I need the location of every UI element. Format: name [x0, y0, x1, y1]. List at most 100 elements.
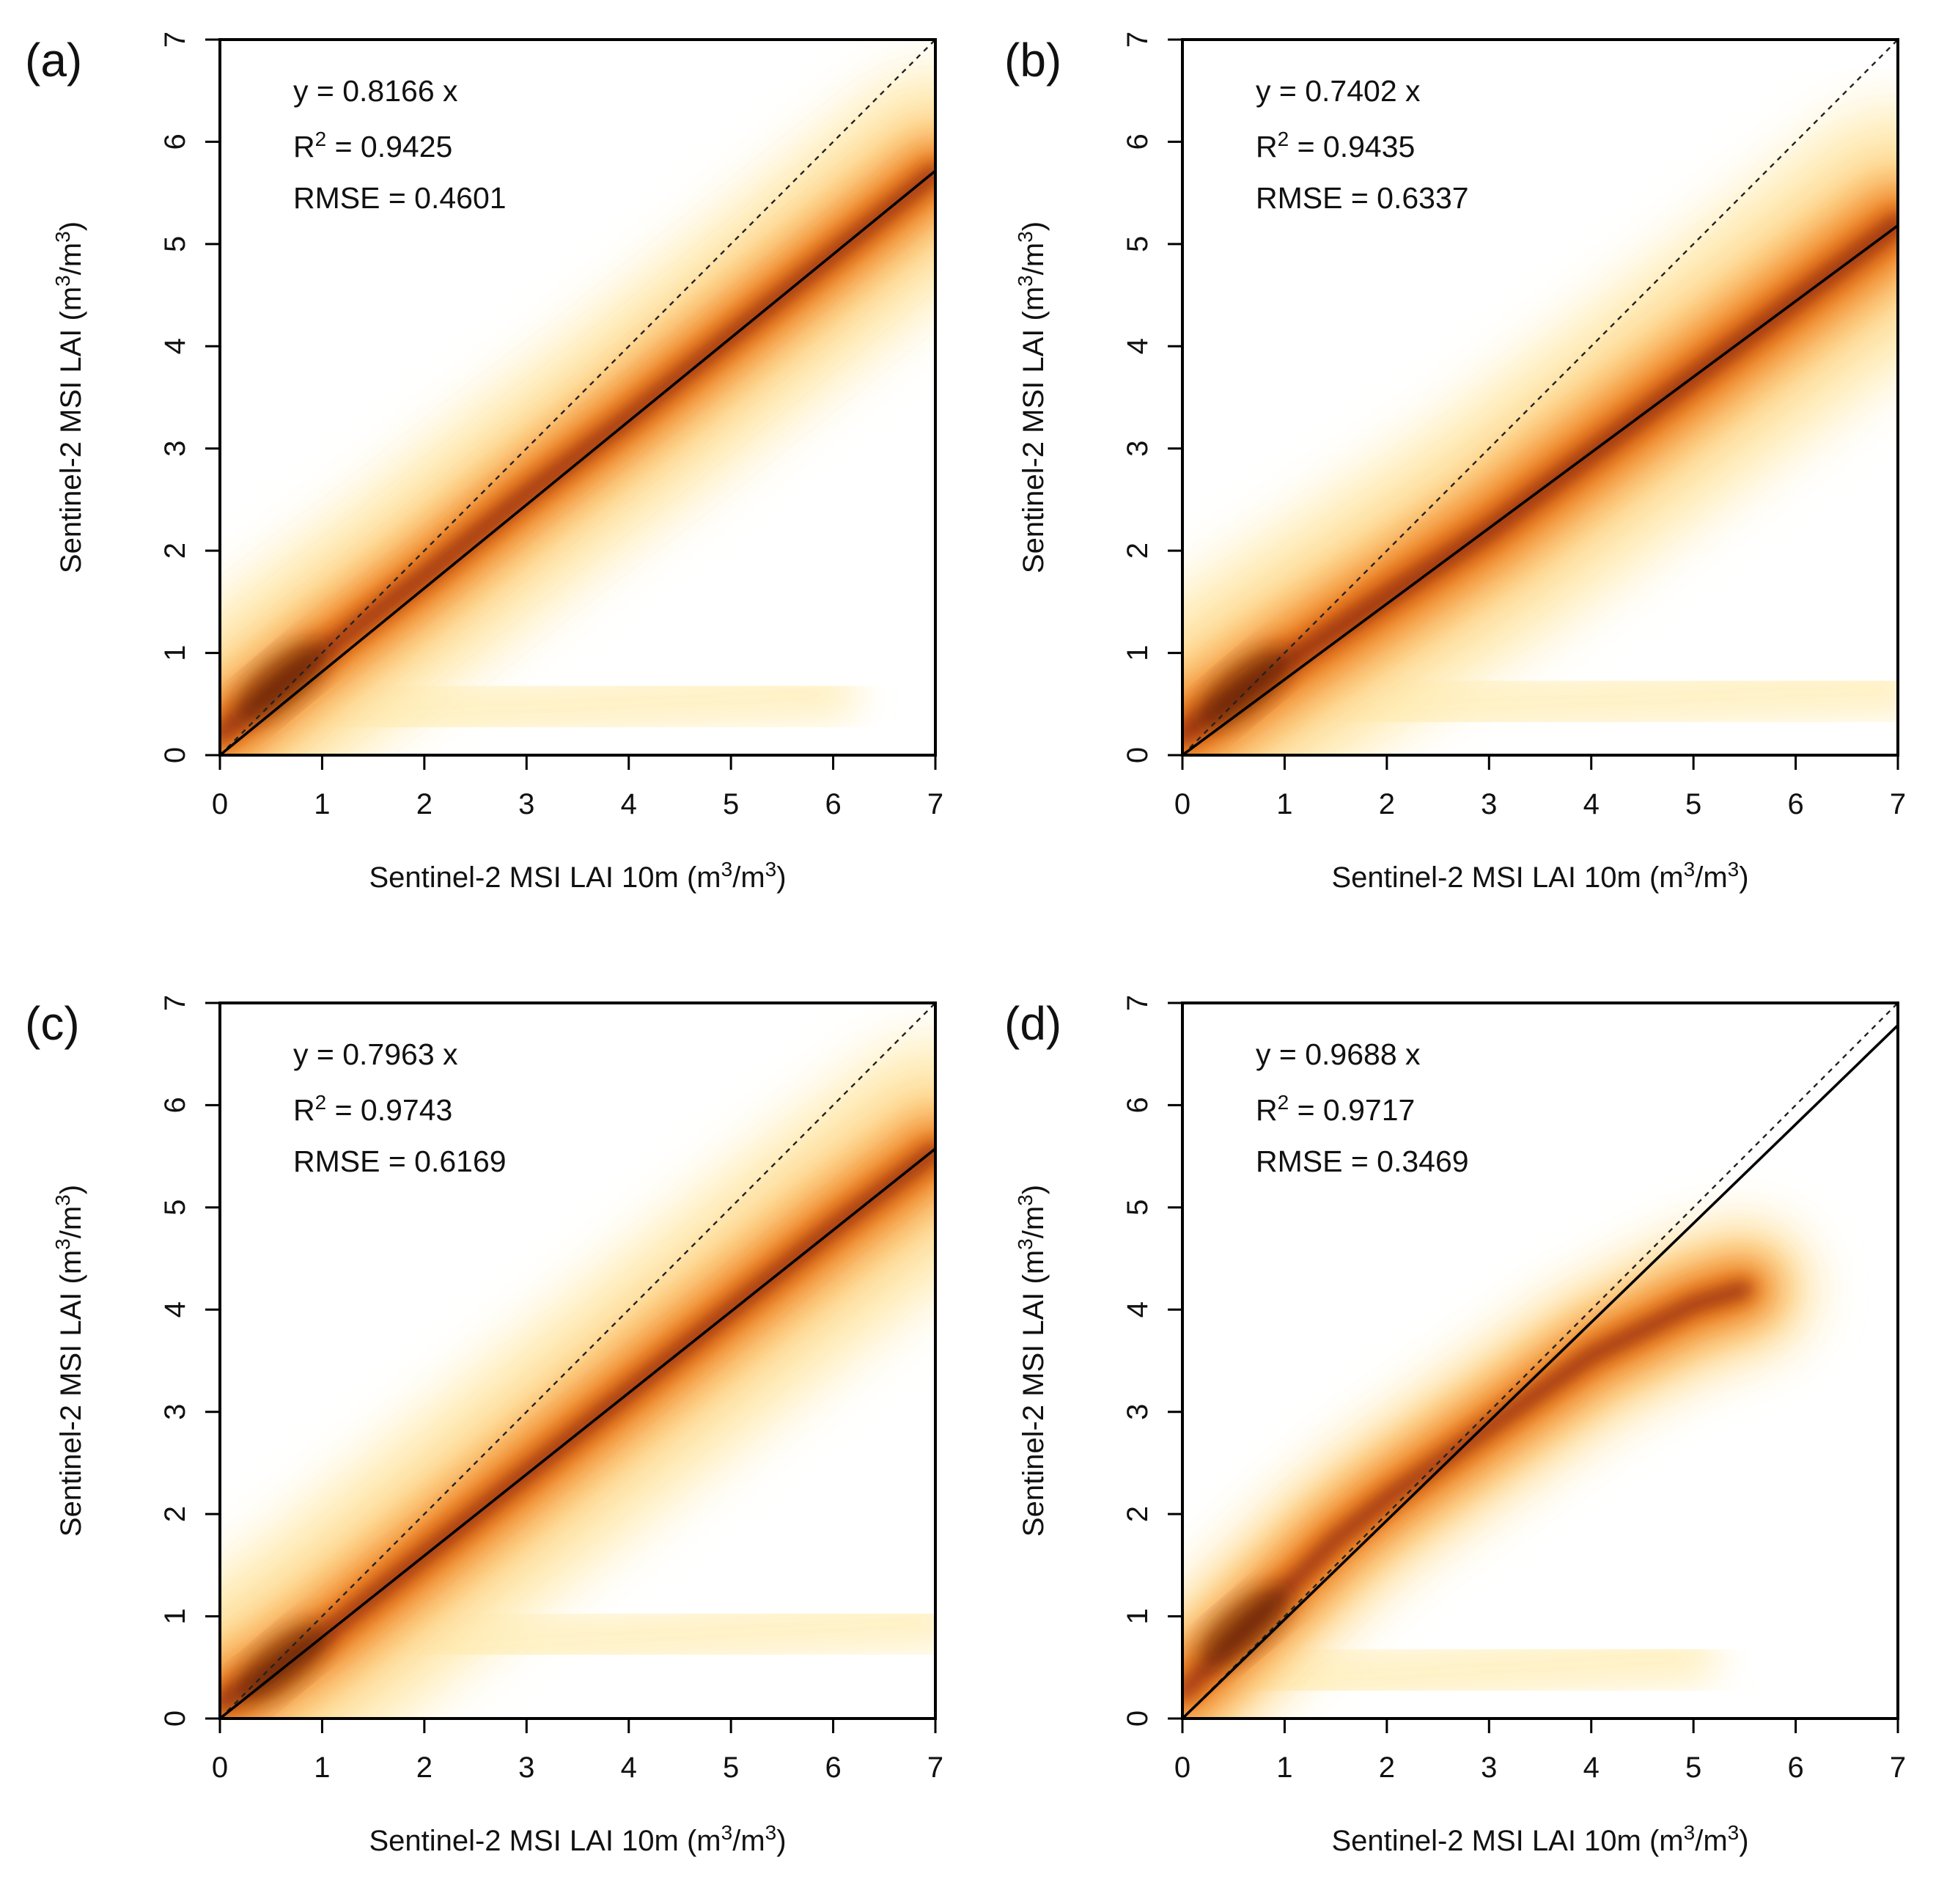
density-cloud	[1182, 106, 1898, 755]
unit-exponent: 3	[1014, 231, 1037, 243]
r-squared-value: = 0.9435	[1289, 130, 1415, 163]
y-tick-label: 6	[159, 133, 191, 150]
x-tick-label: 6	[1787, 788, 1803, 820]
x-tick-label: 1	[314, 788, 330, 820]
y-tick-label: 0	[1122, 747, 1154, 763]
y-tick-label: 3	[1122, 1404, 1154, 1420]
x-tick-label: 3	[1481, 788, 1497, 820]
y-axis-title: Sentinel-2 MSI LAI (m3/m3)	[51, 1185, 88, 1537]
equation-label: y = 0.8166 x	[293, 74, 458, 108]
unit-exponent: 3	[721, 1821, 733, 1844]
unit-close: )	[55, 221, 87, 231]
density-cloud	[1182, 1222, 1811, 1719]
plot-frame	[218, 38, 937, 757]
unit-open: (m	[55, 287, 87, 329]
x-tick-label: 5	[1685, 1752, 1701, 1784]
y-tick-label: 7	[1122, 32, 1154, 48]
unit-slash: /m	[1695, 861, 1727, 894]
x-axis-title-text: Sentinel-2 MSI LAI 10m	[369, 1825, 678, 1857]
y-tick-label: 7	[159, 995, 191, 1011]
panel-1: 0 1 2 3 4 5 6 7 0 1 2 3 4 5 6 7 Sentinel-2 MSI LAI 10m (…	[1004, 32, 1906, 894]
y-axis-title: Sentinel-2 MSI LAI (m3/m3)	[51, 221, 88, 573]
x-tick-label: 7	[1890, 1752, 1906, 1784]
y-tick-label: 3	[159, 441, 191, 457]
x-tick-label: 0	[1174, 788, 1190, 820]
y-tick-label: 3	[1122, 441, 1154, 457]
unit-close: )	[776, 861, 786, 894]
x-tick-label: 2	[416, 1752, 433, 1784]
unit-exponent: 3	[1014, 1238, 1037, 1250]
plot-frame	[1181, 1001, 1899, 1720]
plot-frame	[1181, 38, 1899, 757]
x-tick-label: 6	[825, 788, 841, 820]
unit-slash: /m	[1017, 1206, 1050, 1238]
y-axis-title: Sentinel-2 MSI LAI (m3/m3)	[1014, 221, 1050, 573]
x-tick-label: 4	[621, 1752, 637, 1784]
r-squared-value: = 0.9717	[1289, 1093, 1415, 1127]
unit-exponent: 3	[51, 275, 74, 287]
unit-exponent: 3	[721, 858, 733, 881]
x-tick-label: 3	[518, 1752, 534, 1784]
y-axis-title-text: Sentinel-2 MSI LAI	[1017, 329, 1050, 574]
y-tick-label: 0	[1122, 1710, 1154, 1727]
unit-open: (m	[679, 861, 721, 894]
x-tick-label: 7	[927, 788, 943, 820]
unit-slash: /m	[732, 1825, 765, 1857]
fit-line	[218, 169, 937, 757]
y-tick-label: 7	[159, 32, 191, 48]
x-tick-label: 5	[723, 1752, 739, 1784]
y-axis-title-text: Sentinel-2 MSI LAI	[1017, 1293, 1050, 1537]
unit-exponent: 3	[51, 1194, 74, 1206]
y-tick-label: 6	[1122, 133, 1154, 150]
x-tick-label: 0	[1174, 1752, 1190, 1784]
x-axis-title: Sentinel-2 MSI LAI 10m (m3/m3)	[1331, 858, 1748, 894]
r-squared-label: R2 = 0.9425	[293, 128, 452, 164]
y-tick-label: 7	[1122, 995, 1154, 1011]
unit-open: (m	[1017, 1250, 1050, 1293]
unit-exponent: 3	[765, 1821, 777, 1844]
unit-close: )	[1017, 221, 1050, 231]
unit-open: (m	[679, 1825, 721, 1857]
x-tick-label: 0	[212, 788, 228, 820]
one-to-one-line	[1182, 1002, 1899, 1719]
unit-exponent: 3	[1684, 1821, 1696, 1844]
fit-line	[1181, 224, 1899, 757]
x-tick-label: 3	[1481, 1752, 1497, 1784]
x-tick-label: 6	[1787, 1752, 1803, 1784]
fit-line	[218, 1147, 937, 1720]
y-tick-label: 4	[1122, 338, 1154, 354]
y-tick-label: 0	[159, 1710, 191, 1727]
x-tick-label: 4	[1583, 788, 1600, 820]
x-tick-label: 3	[518, 788, 534, 820]
unit-open: (m	[1641, 861, 1684, 894]
equation-label: y = 0.9688 x	[1256, 1037, 1421, 1071]
r-squared-label: R2 = 0.9743	[293, 1091, 452, 1128]
x-axis-title: Sentinel-2 MSI LAI 10m (m3/m3)	[369, 858, 786, 894]
density-core	[235, 642, 327, 722]
plot-frame	[218, 1001, 937, 1720]
x-tick-label: 5	[723, 788, 739, 820]
unit-exponent: 3	[1728, 1821, 1740, 1844]
unit-exponent: 3	[1014, 275, 1037, 287]
one-to-one-line	[1182, 39, 1899, 756]
y-tick-label: 2	[159, 1506, 191, 1522]
r-squared-exponent: 2	[1278, 1091, 1289, 1114]
unit-close: )	[1739, 1825, 1748, 1857]
y-axis-title-text: Sentinel-2 MSI LAI	[55, 329, 87, 574]
x-tick-label: 5	[1685, 788, 1701, 820]
y-tick-label: 0	[159, 747, 191, 763]
unit-exponent: 3	[1684, 858, 1696, 881]
r-squared-value: = 0.9425	[326, 130, 452, 163]
y-tick-label: 1	[159, 1608, 191, 1624]
rmse-label: RMSE = 0.6337	[1256, 181, 1469, 215]
unit-slash: /m	[1017, 243, 1050, 275]
y-tick-label: 5	[1122, 236, 1154, 252]
r-squared-symbol: R	[1256, 130, 1278, 163]
unit-open: (m	[55, 1250, 87, 1293]
panel-2: 0 1 2 3 4 5 6 7 0 1 2 3 4 5 6 7 Sentinel-2 MSI LAI 10m (…	[25, 995, 943, 1857]
y-tick-label: 2	[159, 543, 191, 559]
y-tick-label: 5	[159, 1199, 191, 1216]
equation-label: y = 0.7963 x	[293, 1037, 458, 1071]
x-tick-label: 1	[314, 1752, 330, 1784]
x-axis-title-text: Sentinel-2 MSI LAI 10m	[1331, 1825, 1641, 1857]
